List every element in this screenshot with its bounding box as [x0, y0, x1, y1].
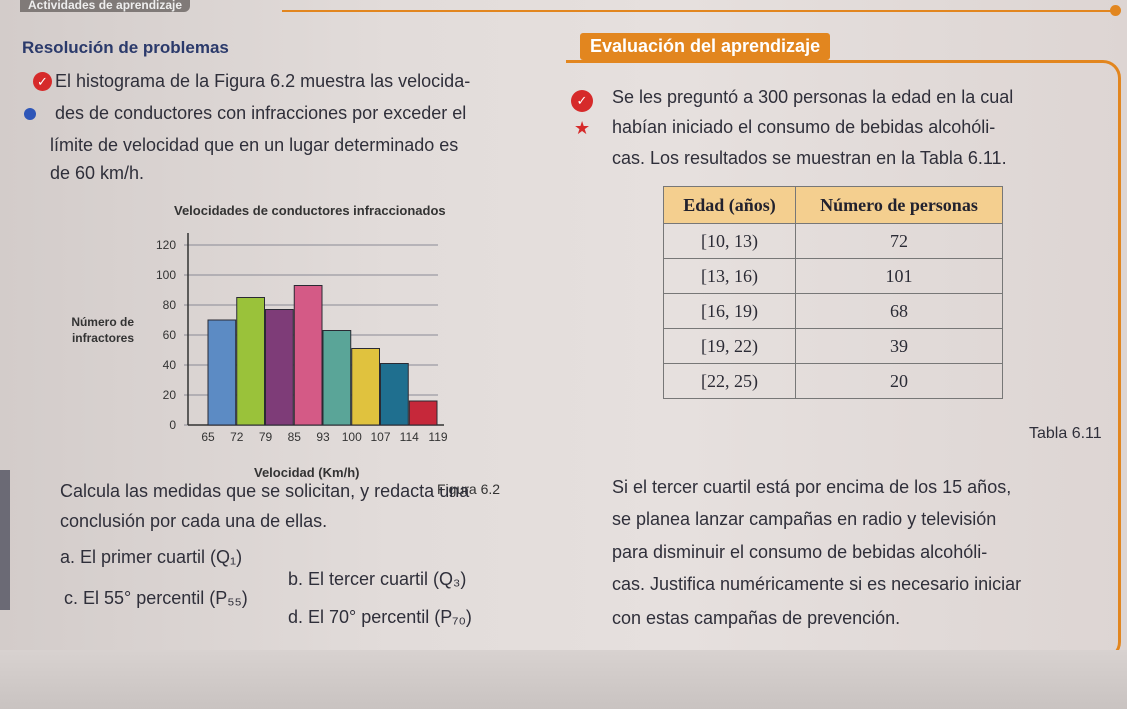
- x-tick-label: 100: [342, 430, 362, 444]
- check-icon: ✓: [33, 72, 52, 91]
- x-tick-label: 114: [400, 430, 419, 444]
- table-cell-range: [19, 22): [663, 328, 796, 364]
- table-row: [19, 22) 39: [663, 328, 1003, 364]
- x-tick-label: 72: [230, 430, 244, 444]
- chart-title: Velocidades de conductores infraccionado…: [174, 203, 446, 218]
- histogram-bar: [351, 348, 380, 426]
- table-cell-range: [16, 19): [663, 293, 796, 329]
- histogram-bar: [236, 297, 265, 426]
- histogram-bar: [207, 319, 237, 426]
- x-tick-label: 79: [259, 430, 273, 444]
- histogram-bar: [380, 363, 409, 426]
- task-line-1: Calcula las medidas que se solicitan, y …: [60, 481, 470, 501]
- y-tick-label: 40: [163, 358, 177, 372]
- table-cell-count: 68: [795, 293, 1003, 329]
- table-header-count: Número de personas: [795, 186, 1003, 224]
- table-row: [16, 19) 68: [663, 293, 1003, 329]
- item-b: b. El tercer cuartil (Q₃): [288, 569, 467, 589]
- age-table: Edad (años) Número de personas [10, 13) 7…: [663, 186, 1003, 399]
- x-tick-label: 93: [316, 430, 330, 444]
- y-tick-label: 120: [156, 238, 176, 252]
- item-d: d. El 70° percentil (P₇₀): [288, 607, 472, 627]
- x-tick-label: 119: [428, 430, 447, 444]
- table-row: [10, 13) 72: [663, 223, 1003, 259]
- item-a: a. El primer cuartil (Q₁): [60, 547, 243, 567]
- y-tick-label: 80: [163, 298, 177, 312]
- histogram-bar: [293, 285, 323, 426]
- table-cell-count: 101: [795, 258, 1003, 294]
- figure-caption: Figura 6.2: [437, 481, 501, 497]
- table-header-row: Edad (años) Número de personas: [663, 186, 1003, 224]
- table-caption: Tabla 6.11: [1029, 425, 1102, 442]
- section-tag: Actividades de aprendizaje: [20, 0, 191, 12]
- histogram-chart: 0 20 40 60 80 100 120 65 72 79 85 93 100 107 114 119: [156, 233, 448, 444]
- x-tick-label: 85: [288, 430, 302, 444]
- star-icon: ★: [574, 118, 591, 138]
- table-cell-count: 20: [795, 363, 1003, 399]
- left-intro-line-4: de 60 km/h.: [50, 163, 145, 183]
- check-icon: ✓: [571, 90, 593, 112]
- table-cell-range: [22, 25): [663, 363, 796, 399]
- table-row: [22, 25) 20: [663, 363, 1003, 399]
- y-tick-label: 0: [169, 418, 176, 432]
- y-tick-label: 60: [163, 328, 177, 342]
- x-tick-label: 65: [201, 430, 215, 444]
- histogram-bar: [265, 309, 294, 426]
- book-spine-edge: [0, 470, 10, 610]
- y-tick-label: 100: [156, 268, 176, 282]
- question-line-3: para disminuir el consumo de bebidas alc…: [612, 542, 988, 562]
- table-row: [13, 16) 101: [663, 258, 1003, 294]
- left-intro-line-2: des de conductores con infracciones por …: [55, 103, 467, 123]
- table-cell-count: 39: [795, 328, 1003, 364]
- table-header-age: Edad (años): [663, 186, 796, 224]
- evaluation-banner: Evaluación del aprendizaje: [580, 33, 831, 60]
- table-cell-range: [10, 13): [663, 223, 796, 259]
- header-rule: [282, 10, 1112, 12]
- left-intro-line-3: límite de velocidad que en un lugar dete…: [50, 135, 459, 155]
- question-line-5: con estas campañas de prevención.: [612, 608, 901, 628]
- left-intro-line-1: El histograma de la Figura 6.2 muestra l…: [55, 71, 471, 91]
- y-tick-label: 20: [163, 388, 177, 402]
- chart-y-label: Número de infractores: [71, 315, 134, 345]
- question-line-2: se planea lanzar campañas en radio y tel…: [612, 509, 997, 529]
- table-cell-range: [13, 16): [663, 258, 796, 294]
- table-cell-count: 72: [795, 223, 1003, 259]
- left-section-title: Resolución de problemas: [22, 38, 229, 57]
- page-bottom-edge: [0, 650, 1127, 709]
- section-header-bar: Actividades de aprendizaje: [20, 0, 1121, 18]
- right-intro-line-1: Se les preguntó a 300 personas la edad e…: [612, 87, 1014, 107]
- x-tick-label: 107: [370, 430, 390, 444]
- item-c: c. El 55° percentil (P₅₅): [64, 588, 248, 608]
- question-line-4: cas. Justifica numéricamente si es neces…: [612, 574, 1022, 594]
- histogram-bar: [408, 400, 438, 426]
- right-intro-line-3: cas. Los resultados se muestran en la Ta…: [612, 148, 1007, 168]
- histogram-bar: [322, 330, 352, 426]
- task-line-2: conclusión por cada una de ellas.: [60, 511, 328, 531]
- chart-x-label: Velocidad (Km/h): [254, 465, 360, 480]
- right-intro-line-2: habían iniciado el consumo de bebidas al…: [612, 117, 996, 137]
- question-line-1: Si el tercer cuartil está por encima de …: [612, 477, 1012, 497]
- bullet-dot-icon: [24, 108, 36, 120]
- header-dot: [1110, 5, 1121, 16]
